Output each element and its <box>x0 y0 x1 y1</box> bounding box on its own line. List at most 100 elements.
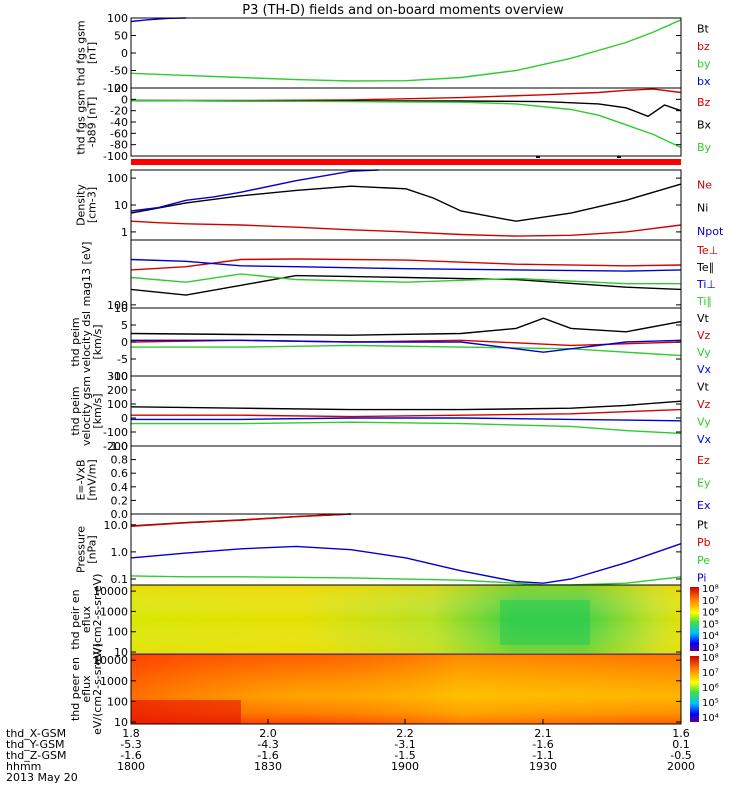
x-row-label: thd_X-GSM <box>6 727 66 740</box>
legend-pi: Pi <box>697 572 706 585</box>
y-tick-label: 10 <box>114 646 128 659</box>
legend-bz: Bz <box>697 96 711 109</box>
status-bar <box>131 159 681 165</box>
x-row-value: 0.1 <box>672 738 690 751</box>
x-row-value: -0.5 <box>670 749 691 762</box>
y-tick-label: 0.6 <box>111 467 129 480</box>
y-axis-label: thd fgs gsm[nT] <box>75 20 99 85</box>
y-axis-label: thd peimvelocity dsl[km/s] <box>69 311 104 373</box>
x-row-value: 2.1 <box>534 727 552 740</box>
y-axis-label: thd fgs gsm-b89 [nT] <box>75 89 99 154</box>
x-row-label: thd_Z-GSM <box>6 749 66 762</box>
legend-by: By <box>697 141 712 154</box>
y-axis-label: mag13 [eV] <box>80 242 93 307</box>
x-row-value: -1.5 <box>394 749 415 762</box>
legend-vy: Vy <box>697 415 711 428</box>
electron-spectrogram <box>131 654 681 724</box>
x-row-value: 1800 <box>117 760 145 773</box>
panel-frame <box>130 169 682 241</box>
y-tick-label: -10 <box>110 370 128 383</box>
y-axis-label: Pressure[nPa] <box>75 526 99 573</box>
legend-npot: Npot <box>697 225 724 238</box>
figure-title: P3 (TH-D) fields and on-board moments ov… <box>242 3 564 18</box>
legend-ex: Ex <box>697 499 711 512</box>
y-tick-label: -5 <box>117 353 128 366</box>
x-row-value: 1.8 <box>122 727 140 740</box>
panel-frame <box>130 375 682 447</box>
y-axis-label: Density[cm-3] <box>75 184 99 226</box>
x-row-value: 1930 <box>529 760 557 773</box>
electron-colorbar <box>690 656 699 722</box>
colorbar-label: 10⁶ <box>702 608 719 619</box>
legend-bx: bx <box>697 75 711 88</box>
colorbar-label: 10⁸ <box>702 584 719 595</box>
series-line-pb <box>130 513 352 527</box>
y-axis-label: thd peer enefluxeV/(cm2-s-sr-eV) <box>69 643 104 735</box>
series-line-vt <box>130 317 682 336</box>
y-tick-label: 10 <box>114 716 128 729</box>
y-tick-label: -200 <box>103 440 128 453</box>
series-line-bz <box>131 88 682 102</box>
x-row-value: 2.0 <box>259 727 277 740</box>
series-line-te⊥ <box>130 258 682 271</box>
y-tick-label: 100 <box>107 172 128 185</box>
series-line-ne <box>130 220 682 237</box>
y-tick-label: 100 <box>107 398 128 411</box>
y-tick-label: 1000 <box>100 605 128 618</box>
status-bar-mark <box>536 156 540 158</box>
x-row-value: -4.3 <box>257 738 278 751</box>
x-row-value: -1.6 <box>532 738 553 751</box>
legend-ey: Ey <box>697 477 711 490</box>
x-row-label: hhmm <box>6 760 41 773</box>
series-line-vt <box>130 400 682 411</box>
panel-frame <box>130 239 682 309</box>
y-tick-label: -20 <box>110 105 128 118</box>
y-tick-label: 1.0 <box>111 546 129 559</box>
y-tick-label: 50 <box>114 30 128 43</box>
x-row-value: -1.6 <box>120 749 141 762</box>
date-label: 2013 May 20 <box>6 771 78 784</box>
y-tick-label: 0 <box>121 47 128 60</box>
legend-vt: Vt <box>697 380 710 393</box>
y-tick-label: 10 <box>114 302 128 315</box>
x-row-label: thd_Y-GSM <box>6 738 65 751</box>
y-tick-label: -100 <box>103 150 128 163</box>
panel-frame <box>130 445 682 515</box>
series-line-te∥ <box>130 274 682 296</box>
colorbar-label: 10⁴ <box>702 713 719 724</box>
colorbar-label: 10⁸ <box>702 653 719 664</box>
y-tick-label: 0 <box>121 412 128 425</box>
legend-vx: Vx <box>697 433 712 446</box>
x-row-value: -5.3 <box>120 738 141 751</box>
y-tick-label: 10 <box>114 199 128 212</box>
legend-ne: Ne <box>697 178 712 191</box>
legend-by: by <box>697 57 711 70</box>
y-tick-label: 100 <box>107 12 128 25</box>
legend-te∥: Te∥ <box>696 261 714 274</box>
y-tick-label: 0.8 <box>111 454 129 467</box>
y-axis-label: E=-VxB[mV/m] <box>75 459 99 500</box>
series-line-bx <box>130 99 682 118</box>
x-row-value: 1.6 <box>672 727 690 740</box>
y-axis-label: thd peimvelocity gsm[km/s] <box>69 376 104 446</box>
legend-ez: Ez <box>697 454 710 467</box>
y-tick-label: 0.2 <box>111 494 129 507</box>
series-line-vx <box>131 417 682 422</box>
colorbar-label: 10⁶ <box>702 683 719 694</box>
y-tick-label: 300 <box>107 370 128 383</box>
series-line-by <box>130 19 682 82</box>
y-tick-label: 100 <box>107 626 128 639</box>
series-line-pe <box>130 575 682 586</box>
y-tick-label: 10.0 <box>104 519 129 532</box>
y-tick-label: 100 <box>107 299 128 312</box>
series-line-ni <box>130 183 682 222</box>
colorbar-label: 10⁴ <box>702 631 719 642</box>
ion-colorbar <box>690 587 699 651</box>
x-row-value: -1.6 <box>257 749 278 762</box>
x-row-value: 2.2 <box>396 727 414 740</box>
series-line-vx <box>131 339 682 353</box>
legend-pb: Pb <box>697 536 711 549</box>
y-tick-label: 20 <box>114 82 128 95</box>
legend-ni: Ni <box>697 202 708 215</box>
series-line-vy <box>131 344 682 357</box>
